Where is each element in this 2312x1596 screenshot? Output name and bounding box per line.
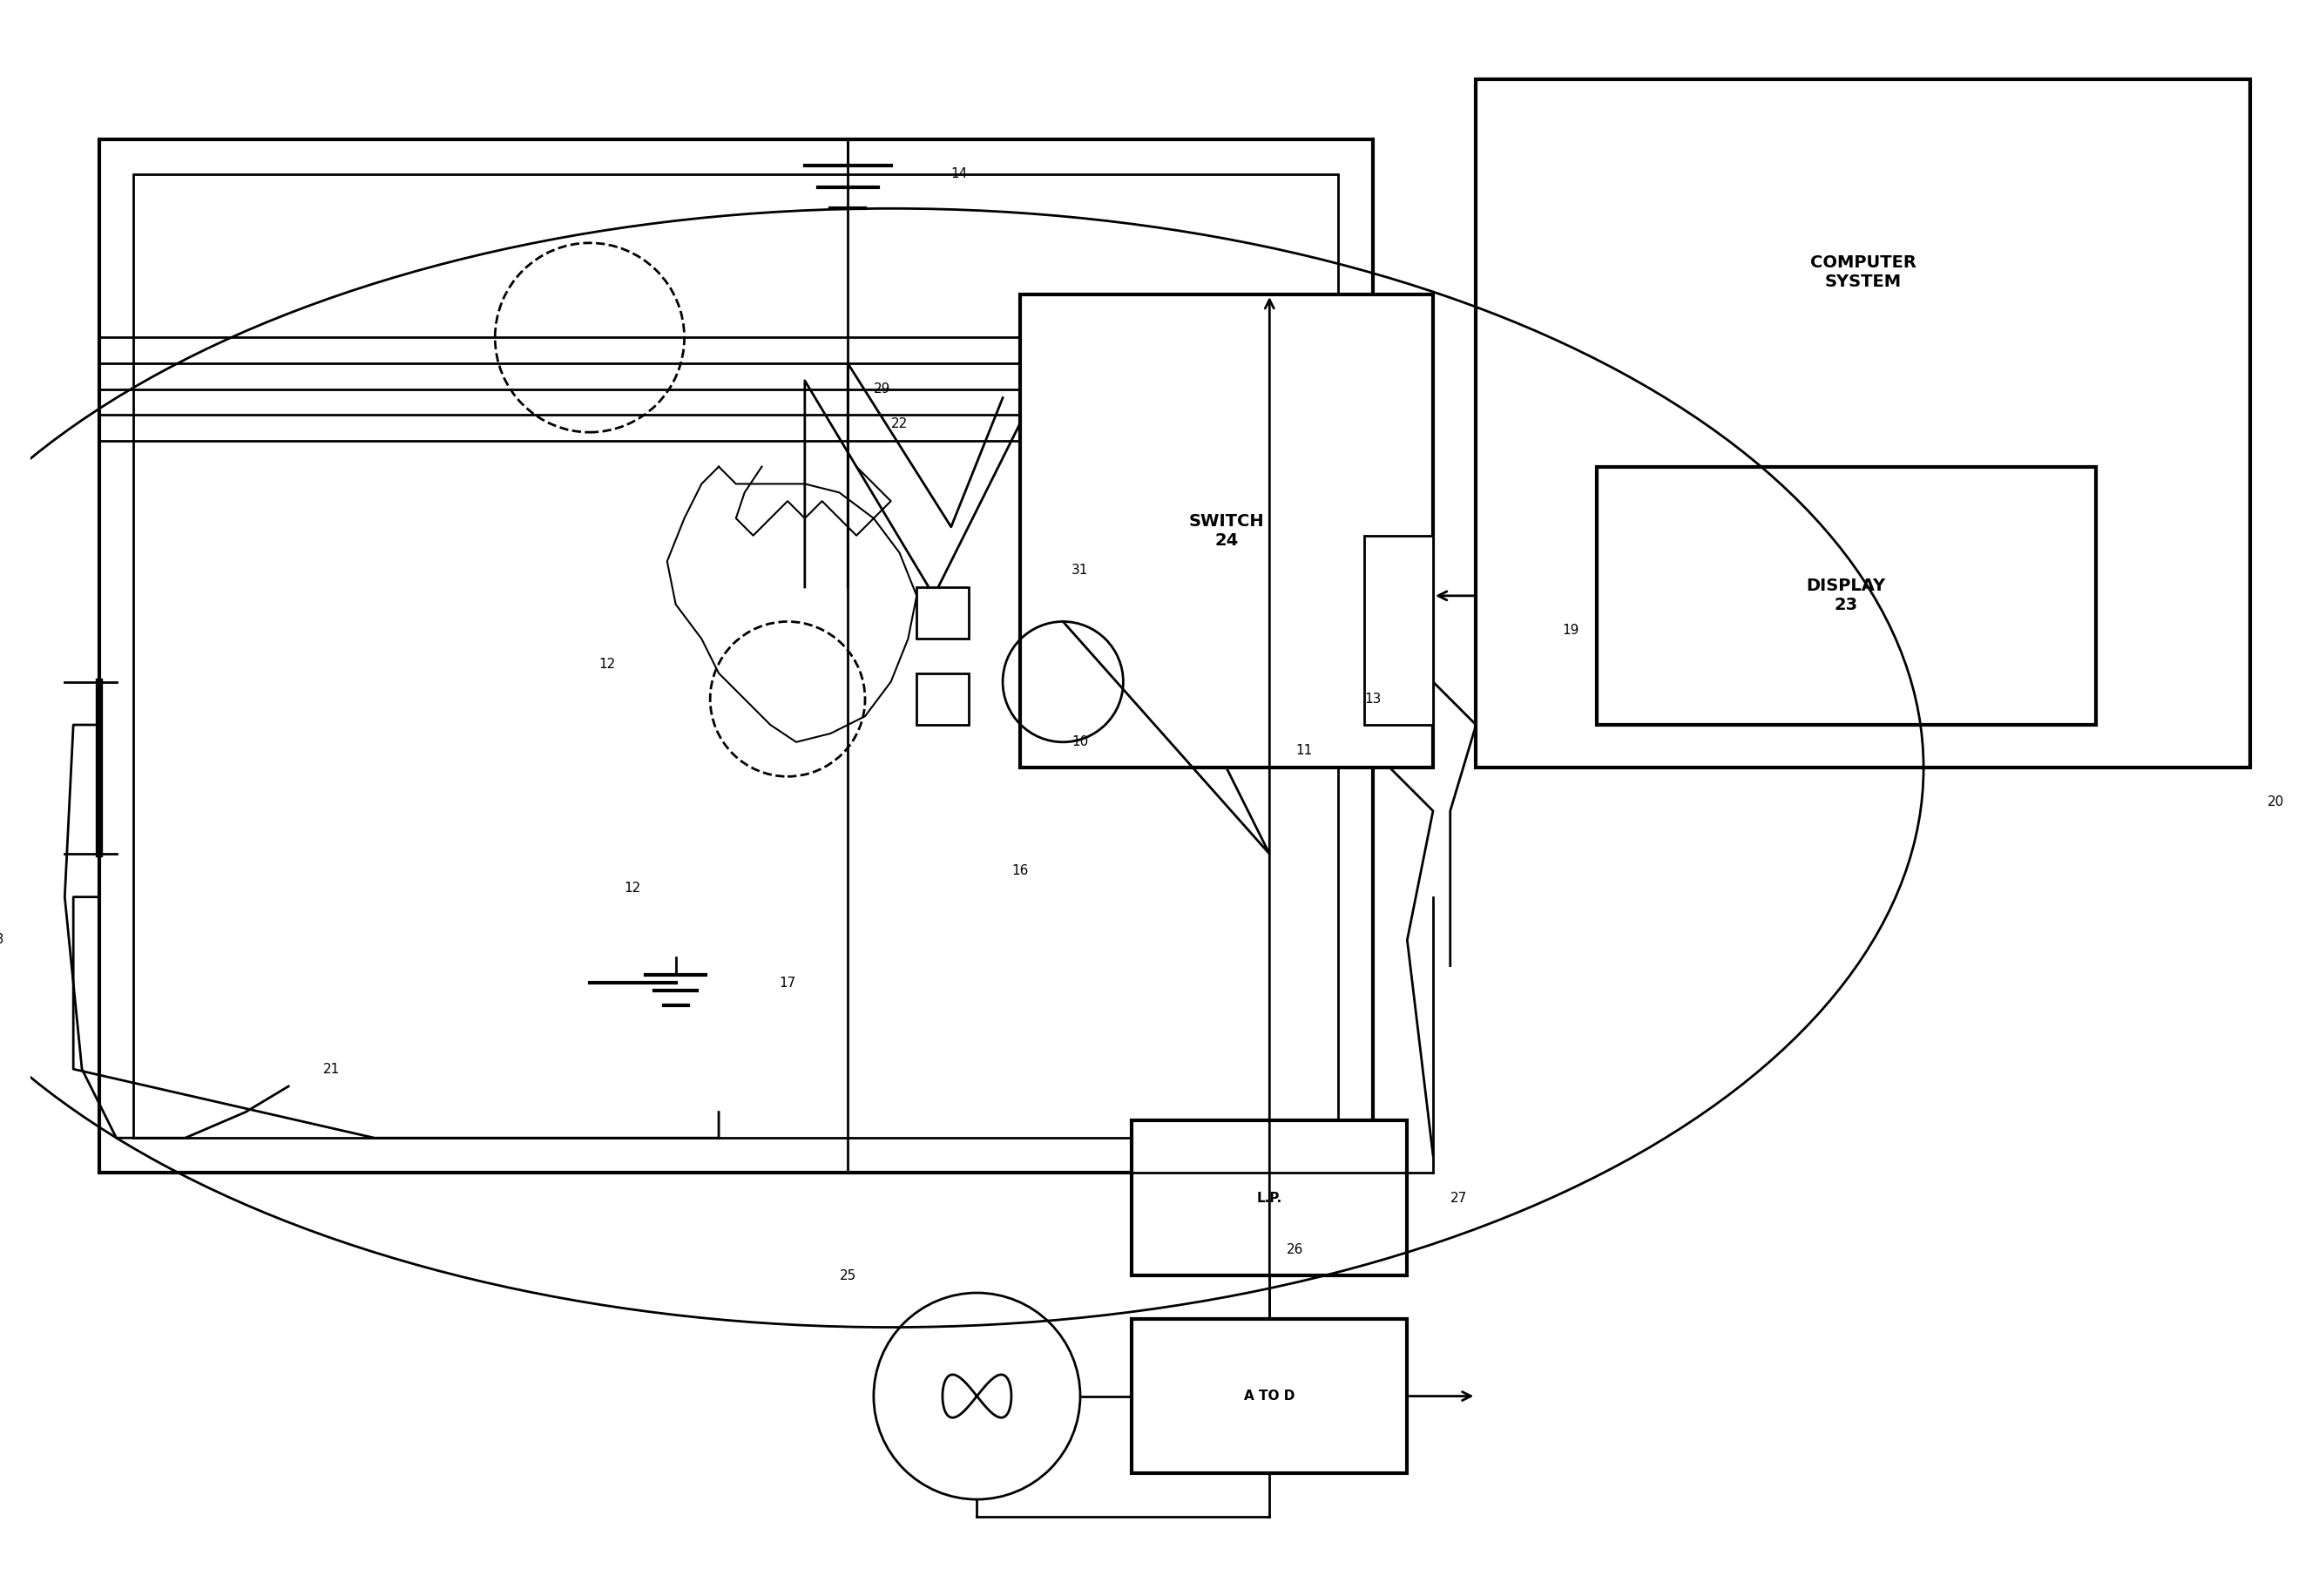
Text: 14: 14 <box>950 168 969 180</box>
Bar <box>99 139 1373 1173</box>
Text: 31: 31 <box>1070 563 1089 576</box>
Text: 12: 12 <box>599 658 615 672</box>
Text: 25: 25 <box>839 1269 855 1282</box>
Bar <box>1364 536 1433 725</box>
Text: 13: 13 <box>1364 693 1380 705</box>
Text: DISPLAY
23: DISPLAY 23 <box>1806 578 1887 613</box>
Bar <box>1133 1318 1408 1473</box>
Bar <box>1020 295 1433 768</box>
Text: 27: 27 <box>1450 1192 1468 1205</box>
Text: 22: 22 <box>892 417 909 431</box>
Text: 19: 19 <box>1563 624 1579 637</box>
Text: 21: 21 <box>324 1063 340 1076</box>
Text: L.P.: L.P. <box>1258 1192 1283 1205</box>
Text: 17: 17 <box>779 977 795 990</box>
Bar <box>1475 80 2250 768</box>
Text: 26: 26 <box>1288 1243 1304 1256</box>
Text: SWITCH
24: SWITCH 24 <box>1188 514 1265 549</box>
Text: COMPUTER
SYSTEM: COMPUTER SYSTEM <box>1810 254 1917 290</box>
Text: 20: 20 <box>2268 796 2284 809</box>
Bar <box>1133 1120 1408 1275</box>
Text: 12: 12 <box>624 883 640 895</box>
Bar <box>134 174 1339 1138</box>
Text: A TO D: A TO D <box>1244 1390 1295 1403</box>
Text: 16: 16 <box>1013 865 1029 878</box>
Bar <box>1598 466 2095 725</box>
Bar <box>916 587 969 638</box>
Text: 18: 18 <box>0 934 5 946</box>
Text: 10: 10 <box>1070 736 1089 749</box>
Text: 11: 11 <box>1295 744 1313 757</box>
Text: 29: 29 <box>874 383 890 396</box>
Bar <box>916 674 969 725</box>
